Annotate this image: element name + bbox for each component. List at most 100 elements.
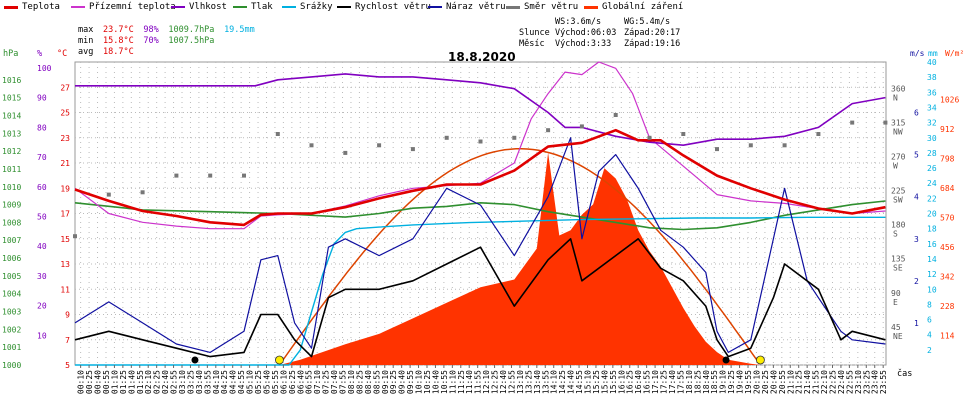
x-tick-label: 23:40 xyxy=(871,370,880,394)
x-tick-label: 17:55 xyxy=(676,370,685,394)
stats-label: max xyxy=(78,25,94,35)
x-tick-label: 09:10 xyxy=(381,370,390,394)
series-line-sr-ky xyxy=(75,216,886,366)
x-tick-label: 01:55 xyxy=(136,370,145,394)
stats-max-hum: 98% xyxy=(143,25,159,35)
tick-label-mm: 2 xyxy=(927,346,932,355)
x-tick-label: 14:25 xyxy=(558,370,567,394)
tick-label-mm: 30 xyxy=(927,134,937,143)
x-tick-label: 06:55 xyxy=(305,370,314,394)
wind-direction-point xyxy=(579,124,584,129)
tick-label-pct: 50 xyxy=(37,212,47,221)
x-tick-label: 13:25 xyxy=(524,370,533,394)
legend-label: Náraz větru xyxy=(446,2,506,12)
grid xyxy=(74,61,887,366)
x-tick-label: 06:40 xyxy=(296,370,305,394)
x-tick-label: 07:25 xyxy=(322,370,331,394)
tick-label-dir: 90 xyxy=(891,289,901,298)
tick-label-hpa: 1012 xyxy=(2,147,21,156)
tick-label-hpa: 1010 xyxy=(2,183,21,192)
axis-title-degc: °C xyxy=(57,49,67,59)
tick-label-ms: 2 xyxy=(914,277,919,286)
legend-item-prizemni-teplota: Přízemní teplota xyxy=(71,2,176,12)
x-tick-label: 10:55 xyxy=(440,370,449,394)
x-tick-label: 13:55 xyxy=(541,370,550,394)
x-tick-label: 18:55 xyxy=(710,370,719,394)
tick-label-degc: 17 xyxy=(60,210,70,219)
legend-label: Přízemní teplota xyxy=(89,2,176,12)
tick-label-mm: 6 xyxy=(927,316,932,325)
wind-direction-point xyxy=(613,113,618,117)
legend-item-srazky: Srážky xyxy=(282,2,333,12)
x-tick-label: 04:10 xyxy=(212,370,221,394)
x-tick-label: 15:10 xyxy=(584,370,593,394)
tick-label-ms: 1 xyxy=(914,319,919,328)
info-wind-gust: WG:5.4m/s xyxy=(624,17,671,27)
x-tick-label: 07:10 xyxy=(313,370,322,394)
x-tick-label: 05:40 xyxy=(262,370,271,394)
x-tick-label: 03:25 xyxy=(186,370,195,394)
legend-item-globalni-zareni: Globální záření xyxy=(584,2,683,12)
x-tick-label: 16:40 xyxy=(634,370,643,394)
tick-label-hpa: 1014 xyxy=(2,111,21,120)
axis-title-hpa: hPa xyxy=(3,49,18,59)
wind-direction-point xyxy=(343,150,348,155)
axis-title-ms: m/s xyxy=(910,49,925,58)
legend-item-vlhkost: Vlhkost xyxy=(171,2,227,12)
legend-swatch xyxy=(584,5,598,9)
moon-moonset-marker xyxy=(722,356,730,364)
x-tick-label: 19:25 xyxy=(727,370,736,394)
x-tick-label: 06:10 xyxy=(279,370,288,394)
legend-item-smer-vetru: Směr větru xyxy=(506,2,578,12)
tick-label-compass: SW xyxy=(893,196,903,205)
x-tick-label: 14:40 xyxy=(567,370,576,394)
x-tick-label: 02:10 xyxy=(144,370,153,394)
legend-swatch xyxy=(428,6,442,8)
x-tick-label: 21:10 xyxy=(786,370,795,394)
legend-item-naraz-vetru: Náraz větru xyxy=(428,2,506,12)
tick-label-wm2: 570 xyxy=(940,213,955,222)
legend-label: Tlak xyxy=(251,2,273,12)
legend-item-tlak: Tlak xyxy=(233,2,273,12)
tick-label-wm2: 1026 xyxy=(940,95,959,104)
x-tick-label: 20:25 xyxy=(761,370,770,394)
wind-direction-point xyxy=(106,192,111,197)
stats-min-row: min 15.8°C 70% 1007.5hPa xyxy=(78,28,255,46)
tick-label-mm: 28 xyxy=(927,149,937,158)
x-tick-label: 13:10 xyxy=(516,370,525,394)
x-tick-label: 17:10 xyxy=(651,370,660,394)
tick-label-degc: 21 xyxy=(60,159,70,168)
series-line-n-raz-v-tru xyxy=(74,137,886,353)
stats-min-temp: 15.8°C xyxy=(103,36,134,46)
legend-swatch xyxy=(337,6,351,8)
tick-label-hpa: 1011 xyxy=(2,165,21,174)
x-tick-label: 18:10 xyxy=(685,370,694,394)
x-tick-label: 20:55 xyxy=(778,370,787,394)
tick-label-ms: 6 xyxy=(914,109,919,118)
wind-direction-point xyxy=(782,143,787,148)
wind-direction-point xyxy=(850,120,855,125)
x-tick-label: 16:25 xyxy=(626,370,635,394)
tick-label-mm: 38 xyxy=(927,73,937,82)
legend-swatch xyxy=(282,6,296,8)
info-sun-set: Západ:20:17 xyxy=(624,28,681,38)
tick-label-compass: NW xyxy=(893,127,903,136)
wind-direction-point xyxy=(748,143,753,148)
x-tick-label: 22:10 xyxy=(820,370,829,394)
x-tick-label: 01:40 xyxy=(127,370,136,394)
tick-label-degc: 23 xyxy=(60,134,70,143)
x-tick-label: 21:25 xyxy=(795,370,804,394)
tick-label-pct: 100 xyxy=(37,64,52,73)
wind-direction-point xyxy=(647,135,652,140)
x-tick-label: 00:40 xyxy=(94,370,103,394)
x-tick-label: 03:10 xyxy=(178,370,187,394)
tick-label-compass: E xyxy=(893,298,898,307)
stats-min-press: 1007.5hPa xyxy=(168,36,215,46)
x-tick-label: 19:10 xyxy=(719,370,728,394)
x-tick-label: 07:40 xyxy=(330,370,339,394)
x-tick-label: 20:10 xyxy=(752,370,761,394)
wind-direction-point xyxy=(174,173,179,178)
legend-item-rychlost-vetru: Rychlost větru xyxy=(337,2,431,12)
stats-avg-row: avg 18.7°C xyxy=(78,39,255,57)
